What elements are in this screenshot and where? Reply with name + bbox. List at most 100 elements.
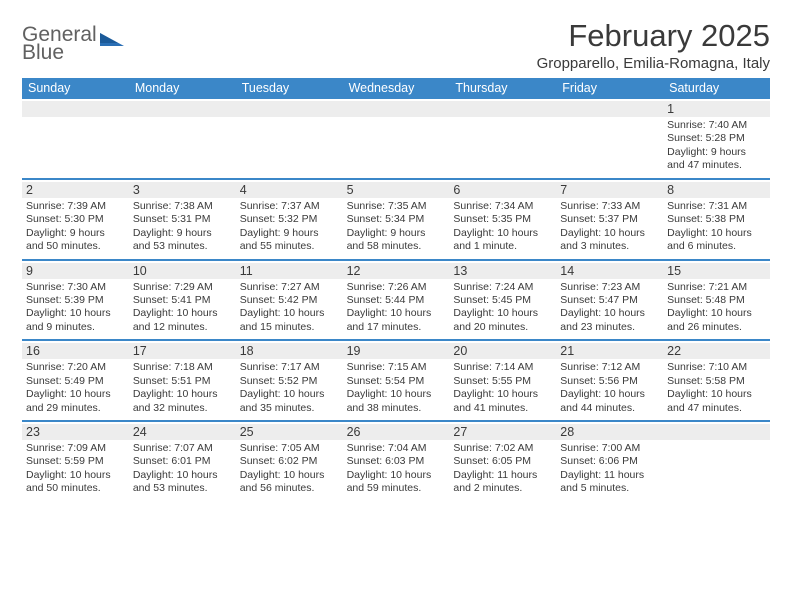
day-cell: 20Sunrise: 7:14 AMSunset: 5:55 PMDayligh…: [449, 341, 556, 420]
daylight-text: Daylight: 10 hours and 44 minutes.: [560, 388, 659, 415]
sunrise-text: Sunrise: 7:33 AM: [560, 200, 659, 213]
day-cell: 14Sunrise: 7:23 AMSunset: 5:47 PMDayligh…: [556, 261, 663, 340]
daylight-text: Daylight: 10 hours and 9 minutes.: [26, 307, 125, 334]
logo: General Blue: [22, 18, 124, 63]
day-info: Sunrise: 7:21 AMSunset: 5:48 PMDaylight:…: [667, 281, 766, 335]
daynum-row: 9: [22, 263, 129, 279]
day-info: Sunrise: 7:15 AMSunset: 5:54 PMDaylight:…: [347, 361, 446, 415]
daynum-row: 12: [343, 263, 450, 279]
day-number: 18: [240, 344, 339, 358]
day-cell: [129, 99, 236, 178]
sunset-text: Sunset: 5:51 PM: [133, 375, 232, 388]
daynum-row: [22, 101, 129, 117]
day-header: Wednesday: [343, 78, 450, 99]
daylight-text: Daylight: 11 hours and 5 minutes.: [560, 469, 659, 496]
daylight-text: Daylight: 10 hours and 41 minutes.: [453, 388, 552, 415]
sunrise-text: Sunrise: 7:37 AM: [240, 200, 339, 213]
day-info: Sunrise: 7:05 AMSunset: 6:02 PMDaylight:…: [240, 442, 339, 496]
daynum-row: 4: [236, 182, 343, 198]
day-number: 17: [133, 344, 232, 358]
daynum-row: 28: [556, 424, 663, 440]
day-header: Sunday: [22, 78, 129, 99]
sunrise-text: Sunrise: 7:04 AM: [347, 442, 446, 455]
day-number: 23: [26, 425, 125, 439]
sunrise-text: Sunrise: 7:02 AM: [453, 442, 552, 455]
daynum-row: 11: [236, 263, 343, 279]
day-number: 26: [347, 425, 446, 439]
day-number: 25: [240, 425, 339, 439]
sunset-text: Sunset: 5:49 PM: [26, 375, 125, 388]
day-info: Sunrise: 7:23 AMSunset: 5:47 PMDaylight:…: [560, 281, 659, 335]
day-info: Sunrise: 7:24 AMSunset: 5:45 PMDaylight:…: [453, 281, 552, 335]
day-header: Friday: [556, 78, 663, 99]
daynum-row: 15: [663, 263, 770, 279]
daylight-text: Daylight: 10 hours and 50 minutes.: [26, 469, 125, 496]
day-info: Sunrise: 7:34 AMSunset: 5:35 PMDaylight:…: [453, 200, 552, 254]
day-info: Sunrise: 7:09 AMSunset: 5:59 PMDaylight:…: [26, 442, 125, 496]
daylight-text: Daylight: 10 hours and 26 minutes.: [667, 307, 766, 334]
daynum-row: 10: [129, 263, 236, 279]
day-cell: 13Sunrise: 7:24 AMSunset: 5:45 PMDayligh…: [449, 261, 556, 340]
day-cell: 24 Sunrise: 7:07 AMSunset: 6:01 PMDayligh…: [129, 422, 236, 501]
sunrise-text: Sunrise: 7:40 AM: [667, 119, 766, 132]
day-cell: 6 Sunrise: 7:34 AMSunset: 5:35 PMDaylight…: [449, 180, 556, 259]
week-row: 9 Sunrise: 7:30 AMSunset: 5:39 PMDaylight…: [22, 261, 770, 342]
day-cell: 8 Sunrise: 7:31 AMSunset: 5:38 PMDaylight…: [663, 180, 770, 259]
daynum-row: 22: [663, 343, 770, 359]
daylight-text: Daylight: 10 hours and 3 minutes.: [560, 227, 659, 254]
sunset-text: Sunset: 5:58 PM: [667, 375, 766, 388]
day-cell: 25 Sunrise: 7:05 AMSunset: 6:02 PMDayligh…: [236, 422, 343, 501]
daynum-row: 3: [129, 182, 236, 198]
day-cell: 16Sunrise: 7:20 AMSunset: 5:49 PMDayligh…: [22, 341, 129, 420]
sunrise-text: Sunrise: 7:27 AM: [240, 281, 339, 294]
daylight-text: Daylight: 9 hours and 55 minutes.: [240, 227, 339, 254]
daylight-text: Daylight: 10 hours and 20 minutes.: [453, 307, 552, 334]
day-header: Monday: [129, 78, 236, 99]
sunset-text: Sunset: 6:02 PM: [240, 455, 339, 468]
daynum-row: 8: [663, 182, 770, 198]
daynum-row: 6: [449, 182, 556, 198]
day-cell: 15 Sunrise: 7:21 AMSunset: 5:48 PMDayligh…: [663, 261, 770, 340]
day-cell: [236, 99, 343, 178]
sunset-text: Sunset: 5:35 PM: [453, 213, 552, 226]
sunrise-text: Sunrise: 7:12 AM: [560, 361, 659, 374]
day-info: Sunrise: 7:30 AMSunset: 5:39 PMDaylight:…: [26, 281, 125, 335]
day-info: Sunrise: 7:37 AMSunset: 5:32 PMDaylight:…: [240, 200, 339, 254]
week-row: 23 Sunrise: 7:09 AMSunset: 5:59 PMDayligh…: [22, 422, 770, 501]
daynum-row: [236, 101, 343, 117]
daylight-text: Daylight: 10 hours and 29 minutes.: [26, 388, 125, 415]
day-cell: 19Sunrise: 7:15 AMSunset: 5:54 PMDayligh…: [343, 341, 450, 420]
day-info: Sunrise: 7:31 AMSunset: 5:38 PMDaylight:…: [667, 200, 766, 254]
day-number: 24: [133, 425, 232, 439]
daylight-text: Daylight: 9 hours and 47 minutes.: [667, 146, 766, 173]
day-info: Sunrise: 7:12 AMSunset: 5:56 PMDaylight:…: [560, 361, 659, 415]
day-cell: 28Sunrise: 7:00 AMSunset: 6:06 PMDayligh…: [556, 422, 663, 501]
day-number: 2: [26, 183, 125, 197]
day-info: Sunrise: 7:04 AMSunset: 6:03 PMDaylight:…: [347, 442, 446, 496]
daynum-row: 24: [129, 424, 236, 440]
sunset-text: Sunset: 5:56 PM: [560, 375, 659, 388]
day-info: Sunrise: 7:07 AMSunset: 6:01 PMDaylight:…: [133, 442, 232, 496]
sunset-text: Sunset: 5:52 PM: [240, 375, 339, 388]
sunrise-text: Sunrise: 7:10 AM: [667, 361, 766, 374]
day-cell: 1Sunrise: 7:40 AMSunset: 5:28 PMDaylight…: [663, 99, 770, 178]
sunset-text: Sunset: 6:01 PM: [133, 455, 232, 468]
sunset-text: Sunset: 5:28 PM: [667, 132, 766, 145]
day-header: Saturday: [663, 78, 770, 99]
day-cell: 3Sunrise: 7:38 AMSunset: 5:31 PMDaylight…: [129, 180, 236, 259]
sunset-text: Sunset: 5:38 PM: [667, 213, 766, 226]
daylight-text: Daylight: 10 hours and 56 minutes.: [240, 469, 339, 496]
sunset-text: Sunset: 5:37 PM: [560, 213, 659, 226]
sunset-text: Sunset: 6:03 PM: [347, 455, 446, 468]
day-info: Sunrise: 7:14 AMSunset: 5:55 PMDaylight:…: [453, 361, 552, 415]
sunrise-text: Sunrise: 7:15 AM: [347, 361, 446, 374]
day-number: 3: [133, 183, 232, 197]
day-cell: [343, 99, 450, 178]
day-number: 4: [240, 183, 339, 197]
daylight-text: Daylight: 10 hours and 35 minutes.: [240, 388, 339, 415]
sunset-text: Sunset: 5:41 PM: [133, 294, 232, 307]
day-number: 15: [667, 264, 766, 278]
sunrise-text: Sunrise: 7:23 AM: [560, 281, 659, 294]
day-info: Sunrise: 7:10 AMSunset: 5:58 PMDaylight:…: [667, 361, 766, 415]
daynum-row: 21: [556, 343, 663, 359]
